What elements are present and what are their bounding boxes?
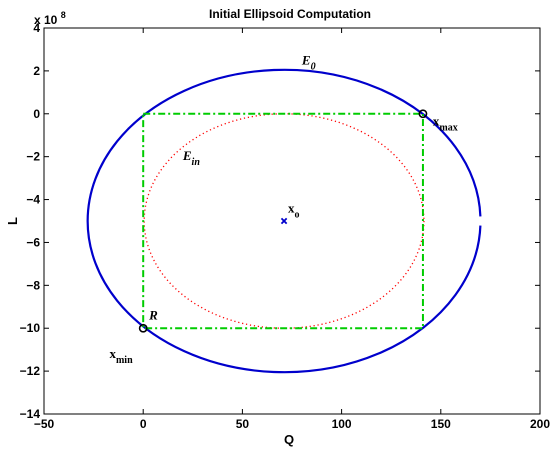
y-tick-label: 2 — [33, 64, 40, 78]
annotation-base: R — [148, 308, 158, 323]
annotation-base: x — [288, 200, 295, 215]
y-tick-label: 4 — [33, 21, 40, 35]
annotation-subscript: in — [192, 157, 201, 168]
annotation-subscript: max — [439, 123, 457, 134]
y-tick-label: −10 — [20, 321, 41, 335]
annotation-R: R — [148, 308, 158, 323]
y-multiplier-base: x 10 — [34, 13, 58, 27]
y-tick-label: −12 — [20, 364, 41, 378]
point-xmax — [418, 109, 428, 119]
plot-area — [44, 28, 540, 414]
plot-background — [44, 28, 540, 414]
data-marks — [86, 68, 482, 374]
rectangle-box — [142, 112, 424, 330]
annotation-base: x — [109, 346, 116, 361]
y-multiplier-exponent: 8 — [61, 10, 66, 20]
x-tick-label: 100 — [332, 417, 352, 431]
annotation-xmin: xmin — [109, 346, 133, 366]
x-tick-label: 200 — [530, 417, 550, 431]
x-tick-label: −50 — [34, 417, 55, 431]
y-tick-label: −2 — [26, 150, 40, 164]
y-axis-title: L — [5, 217, 20, 225]
x-tick-label: 150 — [431, 417, 451, 431]
x-axis-title: Q — [284, 432, 294, 447]
annotation-base: E — [182, 148, 192, 163]
annotation-base: E — [301, 52, 311, 67]
annotation-xo: xo — [288, 200, 300, 220]
x-tick-label: 50 — [236, 417, 250, 431]
annotation-base: x — [433, 114, 440, 129]
x-tick-label: 0 — [140, 417, 147, 431]
ellipse-E0 — [86, 68, 482, 374]
y-tick-label: −6 — [26, 235, 40, 249]
y-tick-label: −4 — [26, 193, 40, 207]
annotation-xmax: xmax — [433, 114, 458, 134]
y-tick-label: −14 — [20, 407, 41, 421]
point-xmin — [138, 323, 148, 333]
annotation-subscript: 0 — [311, 61, 316, 72]
point-xo — [280, 217, 288, 225]
y-tick-label: 0 — [33, 107, 40, 121]
axis-ticks: −50 0 50 100 150 200 −14 −12 −10 −8 −6 −4 −2 0 2 4 — [20, 21, 551, 431]
chart-title: Initial Ellipsoid Computation — [209, 7, 371, 21]
annotation-Ein: Ein — [182, 148, 200, 168]
y-tick-label: −8 — [26, 278, 40, 292]
annotation-subscript: min — [116, 355, 133, 366]
annotation-subscript: o — [295, 209, 300, 220]
axes-box — [43, 27, 541, 415]
y-multiplier-label: x 10 8 — [34, 10, 66, 27]
annotation-E0: E0 — [301, 52, 316, 72]
